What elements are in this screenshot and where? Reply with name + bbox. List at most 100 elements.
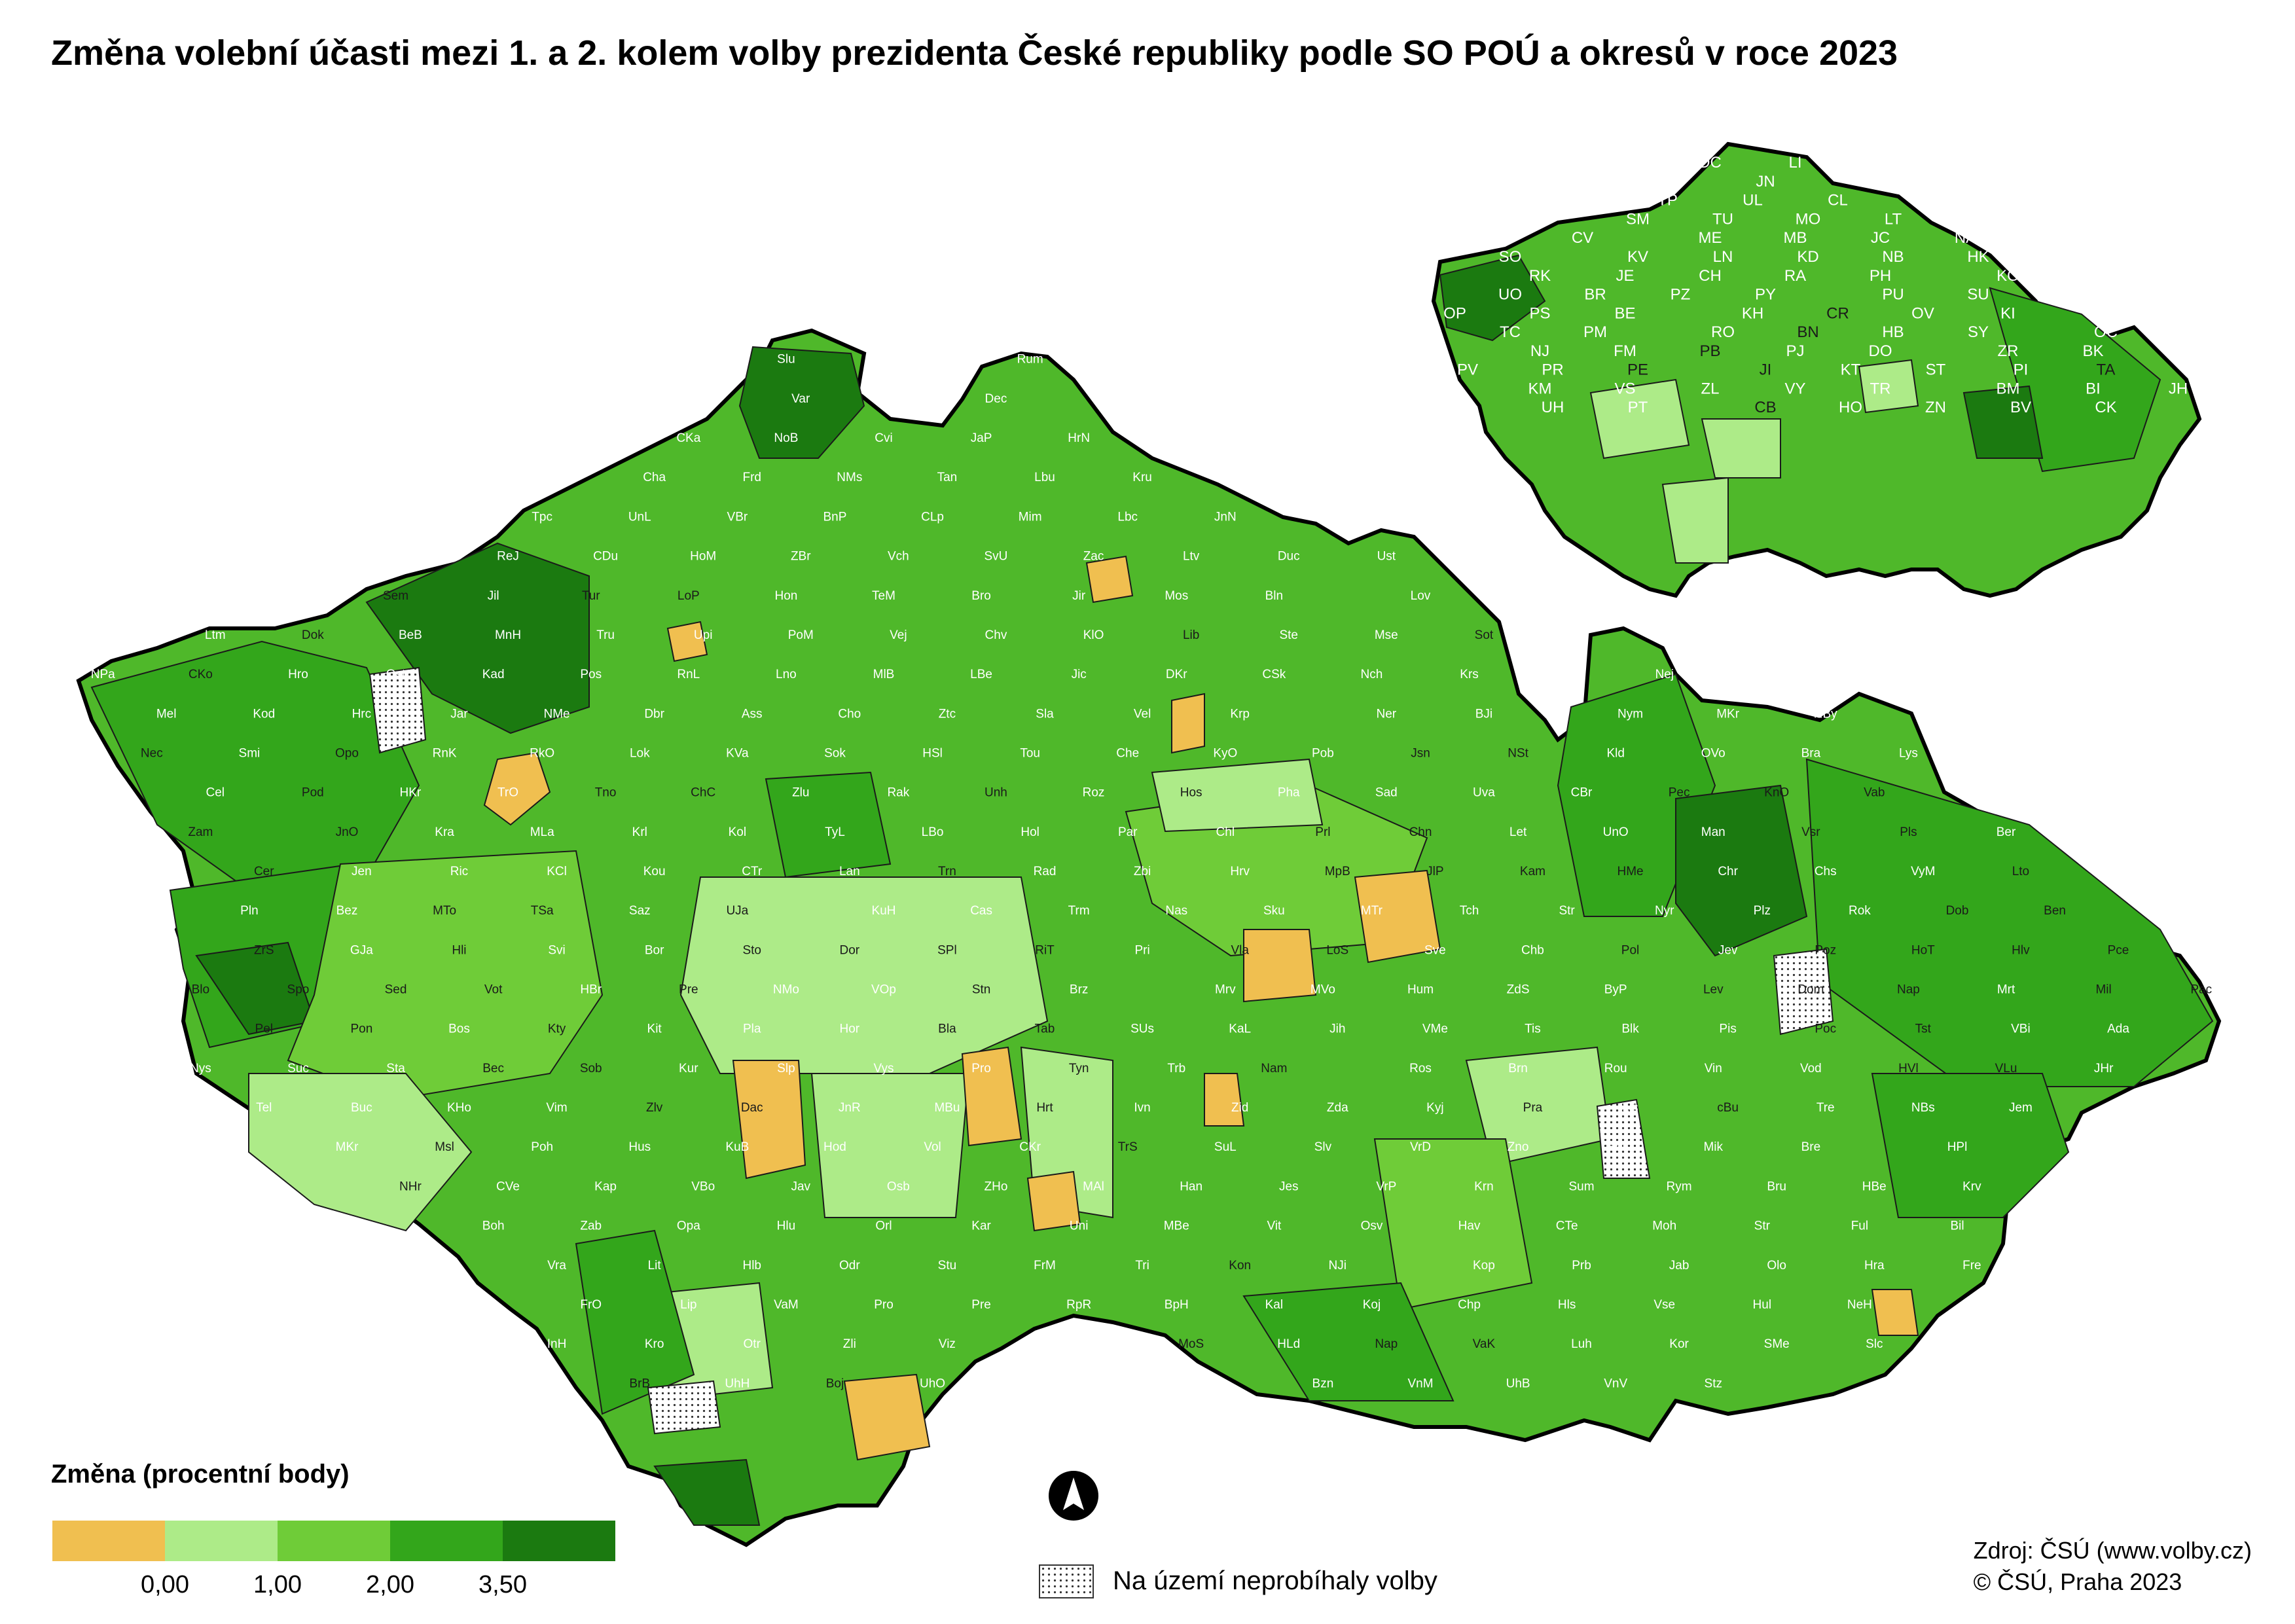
municipality-label-blk: Blk	[1621, 1022, 1639, 1036]
municipality-label-kou: Kou	[643, 865, 666, 878]
municipality-label-mkr: MKr	[1716, 707, 1740, 721]
municipality-label-kit: Kit	[647, 1022, 662, 1036]
municipality-label-uni: Uni	[1070, 1219, 1089, 1233]
municipality-label-sla: Sla	[1036, 707, 1054, 721]
municipality-label-tyl: TyL	[825, 825, 845, 839]
municipality-label-hav: Hav	[1458, 1219, 1481, 1233]
municipality-label-kub: KuB	[725, 1140, 749, 1154]
municipality-label-hos: Hos	[1180, 786, 1202, 800]
municipality-label-odr: Odr	[839, 1259, 860, 1272]
municipality-label-cbr: CBr	[1571, 786, 1593, 800]
municipality-label-zbr: ZBr	[791, 550, 811, 564]
district-label-ul: UL	[1743, 192, 1763, 209]
municipality-label-dob: Dob	[1946, 904, 1969, 918]
municipality-label-rou: Rou	[1604, 1062, 1627, 1075]
municipality-label-kap: Kap	[594, 1180, 617, 1193]
no-data-swatch	[1039, 1564, 1094, 1598]
municipality-label-chs: Chs	[1815, 865, 1837, 878]
district-label-ho: HO	[1839, 399, 1862, 416]
municipality-label-vnm: VnM	[1407, 1377, 1433, 1390]
district-label-pm: PM	[1583, 323, 1607, 341]
municipality-label-jlp: JlP	[1426, 865, 1443, 878]
municipality-label-otr: Otr	[744, 1337, 761, 1351]
district-label-mb: MB	[1784, 229, 1807, 247]
municipality-label-mbe: MBe	[1164, 1219, 1189, 1233]
czech-republic-outline-inset	[1431, 141, 2202, 598]
municipality-label-sob: Sob	[580, 1062, 602, 1075]
district-label-km: KM	[1528, 380, 1552, 397]
municipality-label-chn: Chn	[1409, 825, 1432, 839]
municipality-label-vot: Vot	[484, 983, 503, 997]
municipality-label-zab: Zab	[580, 1219, 602, 1233]
municipality-label-cdu: CDu	[593, 550, 618, 564]
municipality-label-ust: Ust	[1377, 550, 1396, 564]
municipality-label-zac: Zac	[1083, 550, 1104, 564]
municipality-label-che: Che	[1116, 746, 1139, 760]
municipality-label-rpr: RpR	[1066, 1298, 1091, 1312]
legend-title: Změna (procentní body)	[51, 1460, 350, 1489]
municipality-label-bec: Bec	[482, 1062, 504, 1075]
municipality-labels: Slu Rum Var Dec CKa NoB Cvi JaP HrN Cha Frd NMs Tan L…	[91, 353, 2212, 1391]
municipality-label-ztc: Ztc	[939, 707, 956, 721]
municipality-label-upi: Upi	[694, 628, 713, 642]
municipality-label-jhr: JHr	[2094, 1062, 2114, 1075]
municipality-label-vbo: VBo	[691, 1180, 715, 1193]
municipality-label-kar: Kar	[971, 1219, 991, 1233]
municipality-label-hod: Hod	[823, 1140, 846, 1154]
municipality-label-hlb: Hlb	[742, 1259, 761, 1272]
municipality-label-unh: Unh	[985, 786, 1007, 800]
municipality-label-chp: Chp	[1458, 1298, 1481, 1312]
municipality-label-kor: Kor	[1669, 1337, 1689, 1351]
district-label-hk: HK	[1967, 248, 1989, 266]
municipality-label-jnr: JnR	[839, 1101, 861, 1115]
municipality-label-trs: TrS	[1118, 1140, 1138, 1154]
municipality-label-cbu: cBu	[1717, 1101, 1739, 1115]
legend-break-0: 0,00	[141, 1571, 189, 1598]
municipality-label-tst: Tst	[1915, 1022, 1932, 1036]
municipality-label-tem: TeM	[872, 589, 895, 603]
municipality-label-sus: SUs	[1130, 1022, 1154, 1036]
municipality-label-rum: Rum	[1017, 353, 1043, 367]
municipality-label-bos: Bos	[448, 1022, 470, 1036]
municipality-label-bnp: BnP	[823, 510, 846, 524]
municipality-label-slu: Slu	[777, 353, 795, 367]
municipality-label-vme: VMe	[1422, 1022, 1448, 1036]
municipality-label-zid: Zid	[1231, 1101, 1248, 1115]
municipality-label-vol: Vol	[924, 1140, 941, 1154]
municipality-label-mrt: Mrt	[1997, 983, 2015, 997]
municipality-label-zho: ZHo	[985, 1180, 1008, 1193]
municipality-label-jen: Jen	[352, 865, 372, 878]
municipality-label-jih: Jih	[1329, 1022, 1345, 1036]
municipality-label-cko: CKo	[189, 668, 213, 681]
municipality-label-kho: KHo	[447, 1101, 471, 1115]
municipality-label-str: Str	[1559, 904, 1575, 918]
municipality-label-chr: Chr	[1718, 865, 1738, 878]
municipality-label-jab: Jab	[1669, 1259, 1690, 1272]
municipality-label-lan: Lan	[839, 865, 860, 878]
municipality-label-nej: Nej	[1655, 668, 1674, 681]
district-label-tu: TU	[1712, 210, 1733, 228]
municipality-label-uhb: UhB	[1506, 1377, 1530, 1390]
municipality-label-hrt: Hrt	[1036, 1101, 1053, 1115]
municipality-label-nob: NoB	[774, 431, 798, 445]
municipality-label-mil: Mil	[2095, 983, 2111, 997]
district-label-ki: KI	[2000, 304, 2015, 322]
municipality-label-ost: Ost	[386, 668, 406, 681]
municipality-label-gja: GJa	[350, 943, 373, 957]
municipality-label-nji: NJi	[1329, 1259, 1346, 1272]
municipality-label-jil: Jil	[488, 589, 499, 603]
municipality-label-str: Str	[1754, 1219, 1771, 1233]
municipality-label-nby: NBy	[1814, 707, 1837, 721]
municipality-label-tis: Tis	[1525, 1022, 1541, 1036]
municipality-label-duc: Duc	[1278, 550, 1300, 564]
municipality-label-kno: KnO	[1764, 786, 1789, 800]
district-label-zn: ZN	[1925, 399, 1946, 416]
district-label-bk: BK	[2082, 342, 2103, 360]
municipality-label-lno: Lno	[776, 668, 797, 681]
municipality-label-bji: BJi	[1475, 707, 1492, 721]
municipality-label-spo: Spo	[287, 983, 310, 997]
municipality-label-bla: Bla	[938, 1022, 956, 1036]
municipality-label-bro: Bro	[971, 589, 991, 603]
municipality-label-dec: Dec	[985, 392, 1007, 406]
municipality-label-pre: Pre	[679, 983, 698, 997]
